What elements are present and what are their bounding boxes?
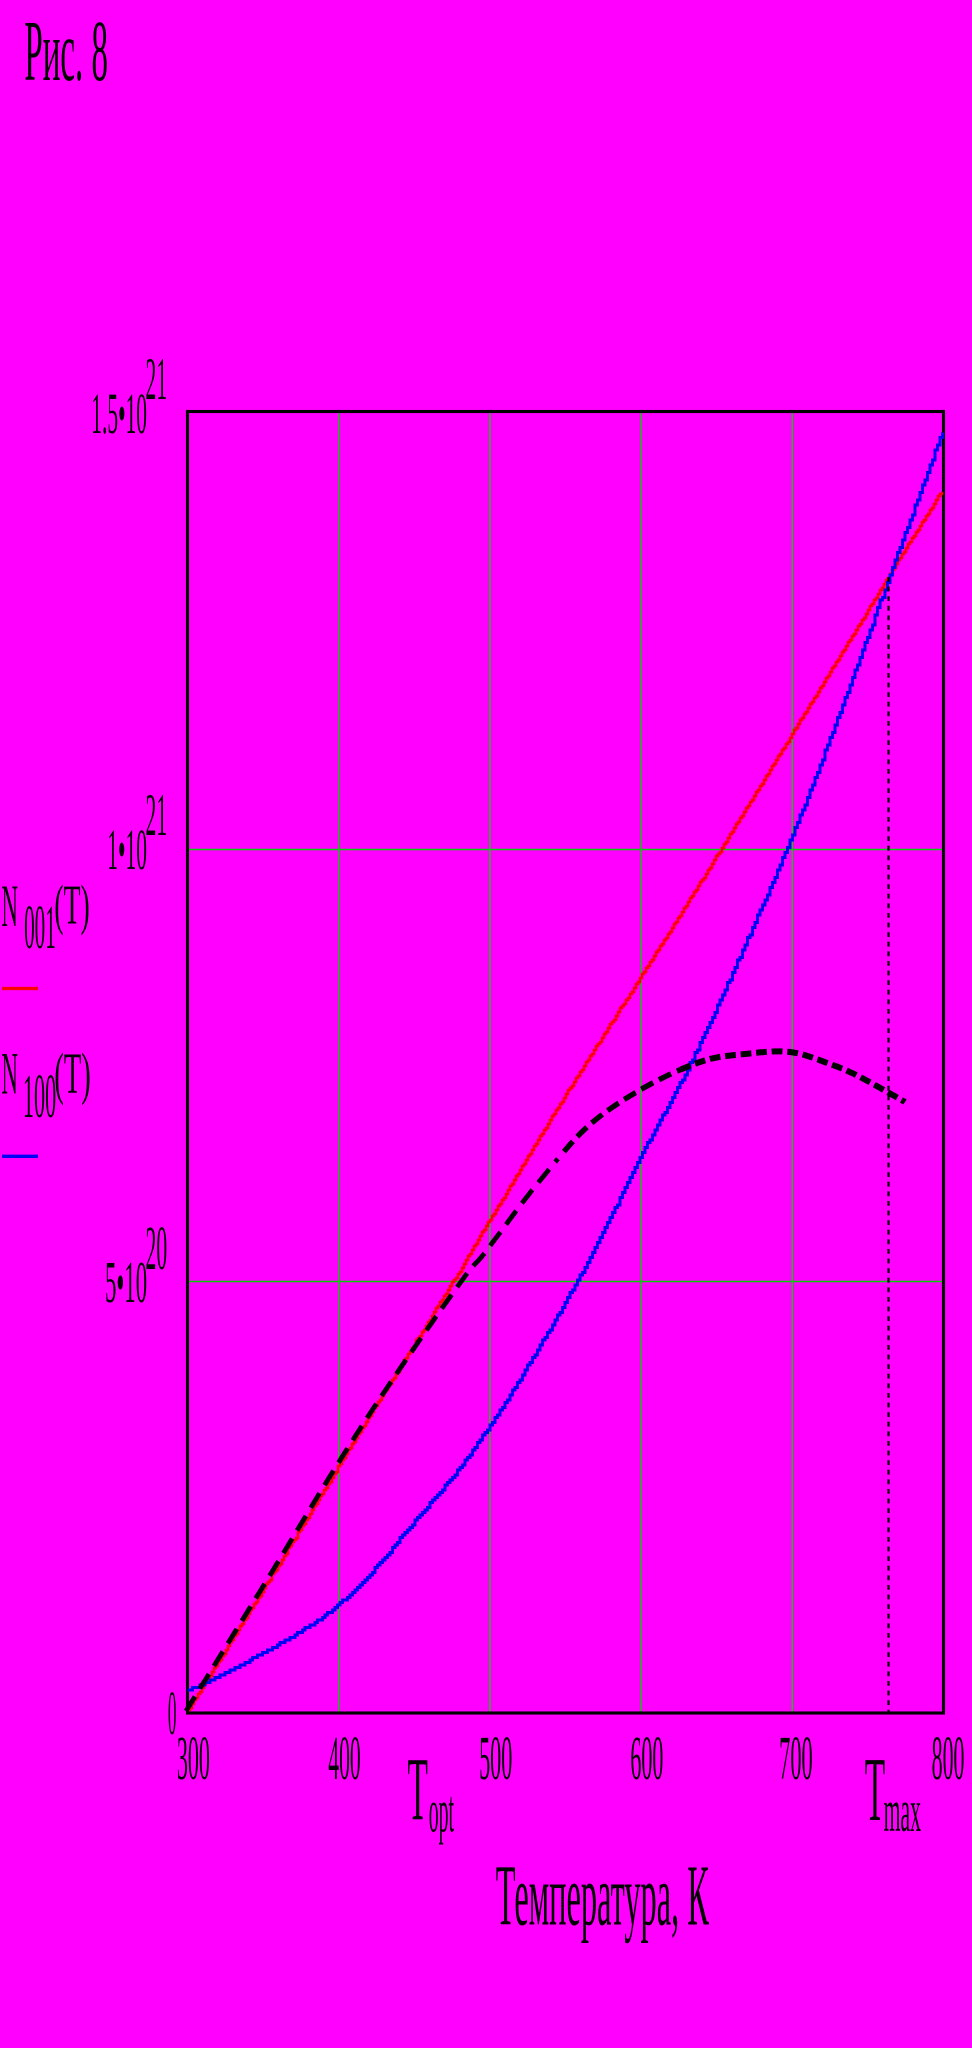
svg-text:400: 400 xyxy=(328,1724,360,1794)
svg-text:800: 800 xyxy=(932,1724,965,1793)
svg-text:0: 0 xyxy=(168,1678,177,1748)
svg-text:001: 001 xyxy=(24,893,56,963)
svg-text:T: T xyxy=(407,1739,427,1840)
svg-text:Температура, К: Температура, К xyxy=(496,1849,709,1944)
svg-text:T: T xyxy=(865,1739,885,1840)
svg-text:700: 700 xyxy=(779,1724,813,1793)
svg-text:21: 21 xyxy=(146,344,168,412)
svg-text:N: N xyxy=(2,873,18,939)
svg-text:100: 100 xyxy=(23,1062,56,1131)
svg-text:max: max xyxy=(884,1776,921,1844)
svg-text:20: 20 xyxy=(146,1216,168,1284)
svg-text:Рис. 8: Рис. 8 xyxy=(24,5,108,100)
svg-text:(T): (T) xyxy=(54,873,89,937)
svg-text:1.5•10: 1.5•10 xyxy=(91,381,147,446)
svg-text:5•10: 5•10 xyxy=(105,1249,147,1315)
svg-text:21: 21 xyxy=(146,780,168,848)
svg-text:opt: opt xyxy=(429,1778,454,1845)
svg-text:1•10: 1•10 xyxy=(107,817,147,882)
svg-text:N: N xyxy=(2,1039,18,1107)
svg-text:500: 500 xyxy=(479,1724,512,1793)
svg-text:300: 300 xyxy=(177,1724,210,1793)
svg-text:600: 600 xyxy=(630,1724,663,1793)
svg-text:(T): (T) xyxy=(54,1041,90,1106)
